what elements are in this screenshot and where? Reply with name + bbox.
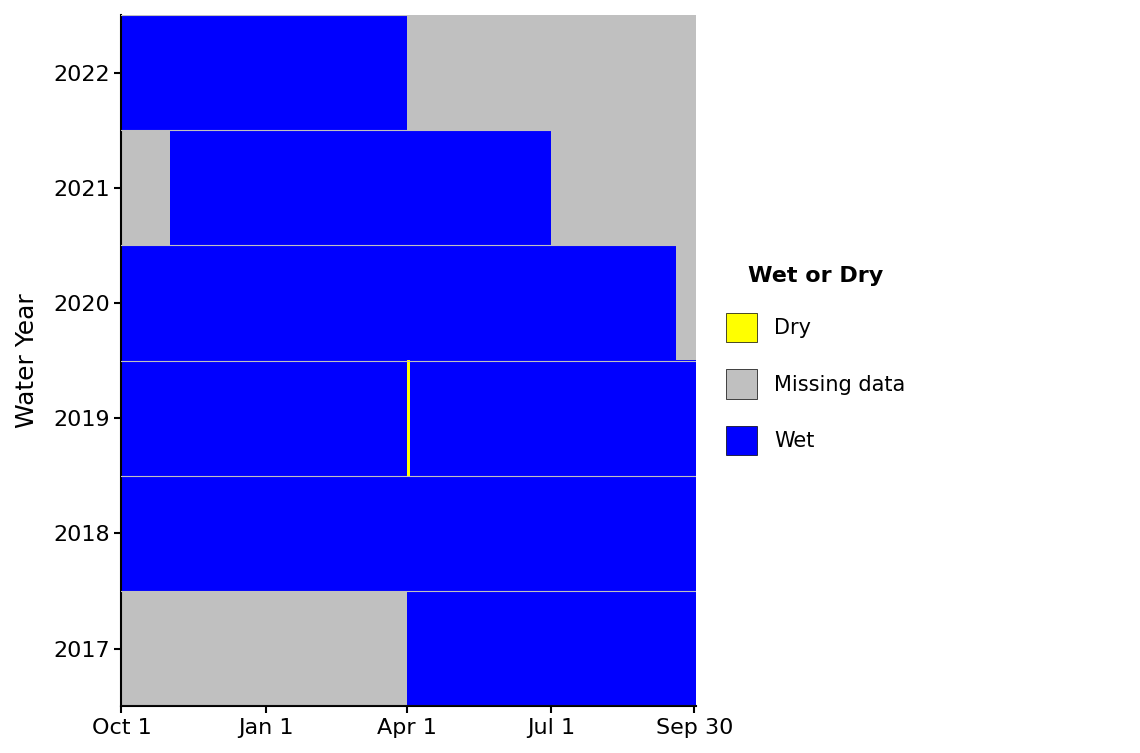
- Legend: Dry, Missing data, Wet: Dry, Missing data, Wet: [718, 258, 913, 464]
- Y-axis label: Water Year: Water Year: [15, 293, 39, 428]
